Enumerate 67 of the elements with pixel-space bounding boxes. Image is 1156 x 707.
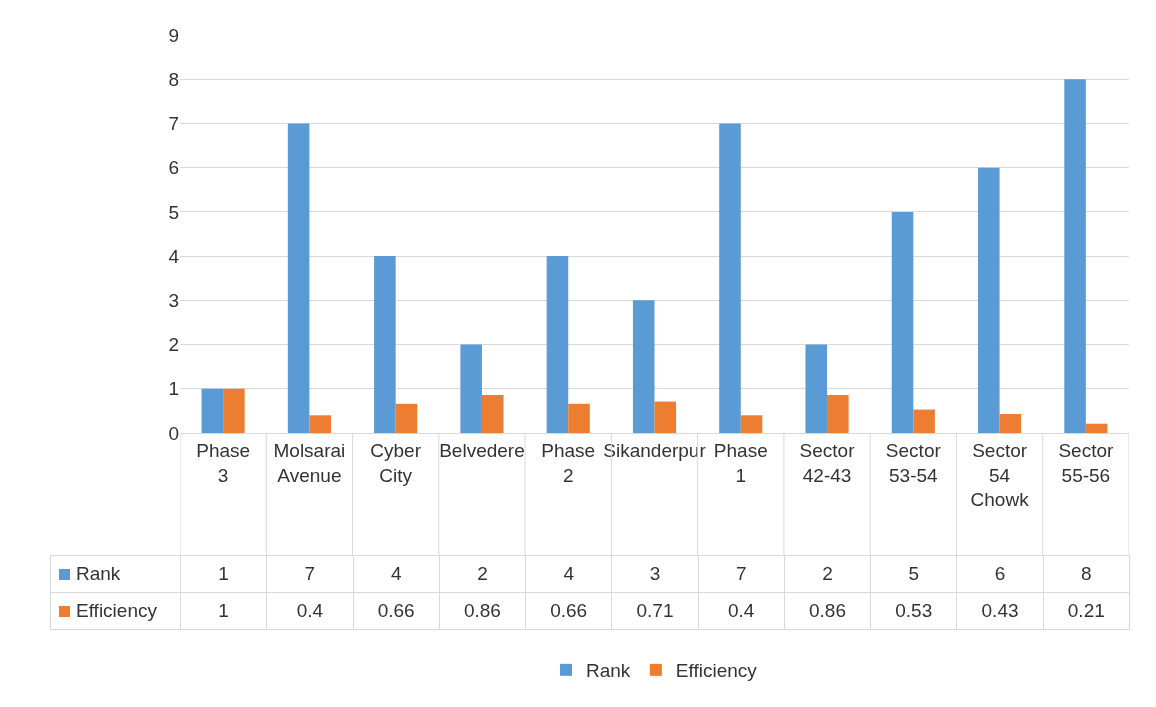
bar bbox=[287, 123, 310, 433]
data-label: 0.66 bbox=[525, 592, 612, 630]
data-label: 0.71 bbox=[611, 592, 699, 630]
y-tick-label: 4 bbox=[168, 245, 180, 267]
data-label: 0.4 bbox=[698, 592, 785, 630]
x-tick-label: Sector 54 Chowk bbox=[970, 439, 1030, 511]
y-tick-label: 0 bbox=[168, 422, 179, 444]
x-tick-label: Sector 42-43 bbox=[799, 439, 856, 486]
data-label: 8 bbox=[1043, 555, 1130, 593]
bar bbox=[999, 413, 1022, 433]
legend-label: Rank bbox=[76, 563, 121, 584]
bar bbox=[913, 409, 935, 433]
y-tick-label: 7 bbox=[168, 113, 179, 135]
bar bbox=[395, 403, 418, 433]
data-label: 0.4 bbox=[266, 592, 354, 630]
data-label: 0.86 bbox=[439, 592, 526, 630]
bar bbox=[632, 300, 655, 433]
text: Efficiency bbox=[675, 660, 757, 682]
data-label: 6 bbox=[956, 555, 1044, 593]
data-label: 4 bbox=[525, 555, 612, 593]
x-tick-label: Phase 2 bbox=[541, 439, 596, 486]
x-tick-label: Sector 53-54 bbox=[885, 439, 942, 486]
data-label: 0.86 bbox=[784, 592, 871, 630]
bar bbox=[374, 256, 396, 433]
data-label: 7 bbox=[698, 555, 785, 593]
text: Rank bbox=[586, 660, 631, 682]
bar bbox=[719, 123, 741, 433]
x-tick-label: Sikanderpur bbox=[603, 439, 707, 461]
x-tick-label: Cyber City bbox=[370, 439, 422, 486]
data-label: 5 bbox=[870, 555, 957, 593]
bar bbox=[568, 403, 590, 433]
data-label: 0.66 bbox=[353, 592, 440, 630]
y-tick-label: 5 bbox=[168, 201, 179, 223]
bar bbox=[1064, 79, 1086, 433]
data-label: 3 bbox=[611, 555, 699, 593]
y-tick-label: 2 bbox=[168, 334, 179, 356]
y-tick-label: 3 bbox=[168, 289, 179, 311]
bar bbox=[654, 401, 677, 433]
bar bbox=[805, 344, 828, 433]
bar bbox=[827, 394, 849, 433]
x-tick-label: Molsarai Avenue bbox=[273, 439, 346, 486]
x-tick-label: Phase 3 bbox=[196, 439, 251, 486]
bar bbox=[481, 394, 504, 433]
y-tick-label: 9 bbox=[168, 24, 179, 46]
bar bbox=[201, 388, 224, 433]
y-tick-label: 6 bbox=[168, 157, 179, 179]
legend-label: Efficiency bbox=[76, 600, 157, 621]
data-label: 0.43 bbox=[956, 592, 1044, 630]
bar bbox=[460, 344, 482, 433]
bar bbox=[309, 415, 331, 433]
y-tick-label: 8 bbox=[168, 68, 179, 90]
data-label: 2 bbox=[784, 555, 871, 593]
bar bbox=[1085, 423, 1108, 433]
bar bbox=[740, 415, 763, 433]
x-tick-label: Phase 1 bbox=[713, 439, 768, 486]
data-label: 0.53 bbox=[870, 592, 957, 630]
data-label: 7 bbox=[266, 555, 354, 593]
bar bbox=[978, 167, 1000, 433]
y-tick-label: 1 bbox=[168, 378, 179, 400]
bar bbox=[223, 388, 245, 433]
x-tick-label: Sector 55-56 bbox=[1058, 439, 1114, 486]
data-label: 4 bbox=[353, 555, 440, 593]
bar bbox=[891, 211, 914, 433]
data-label: 2 bbox=[439, 555, 526, 593]
x-tick-label: Belvedere bbox=[439, 439, 525, 461]
bar bbox=[546, 256, 569, 433]
data-label: 0.21 bbox=[1043, 592, 1130, 630]
